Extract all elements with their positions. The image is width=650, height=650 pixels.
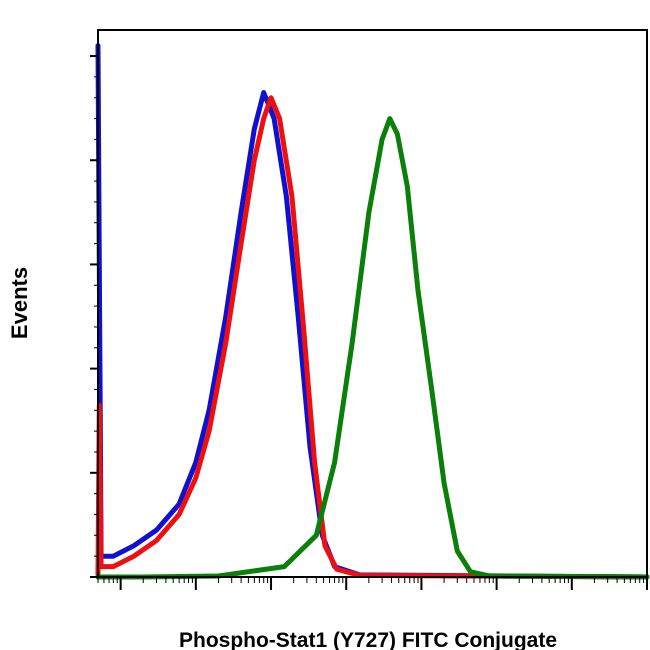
- histogram-curves: [95, 43, 650, 580]
- x-axis-title: Phospho-Stat1 (Y727) FITC Conjugate: [179, 629, 557, 650]
- histogram-series-3: [95, 116, 650, 580]
- histogram-series-1: [95, 43, 650, 580]
- y-axis-title: Events: [7, 267, 32, 339]
- histogram-series-2: [95, 95, 650, 580]
- plot-frame: [97, 29, 648, 578]
- axis-ticks: [90, 55, 648, 590]
